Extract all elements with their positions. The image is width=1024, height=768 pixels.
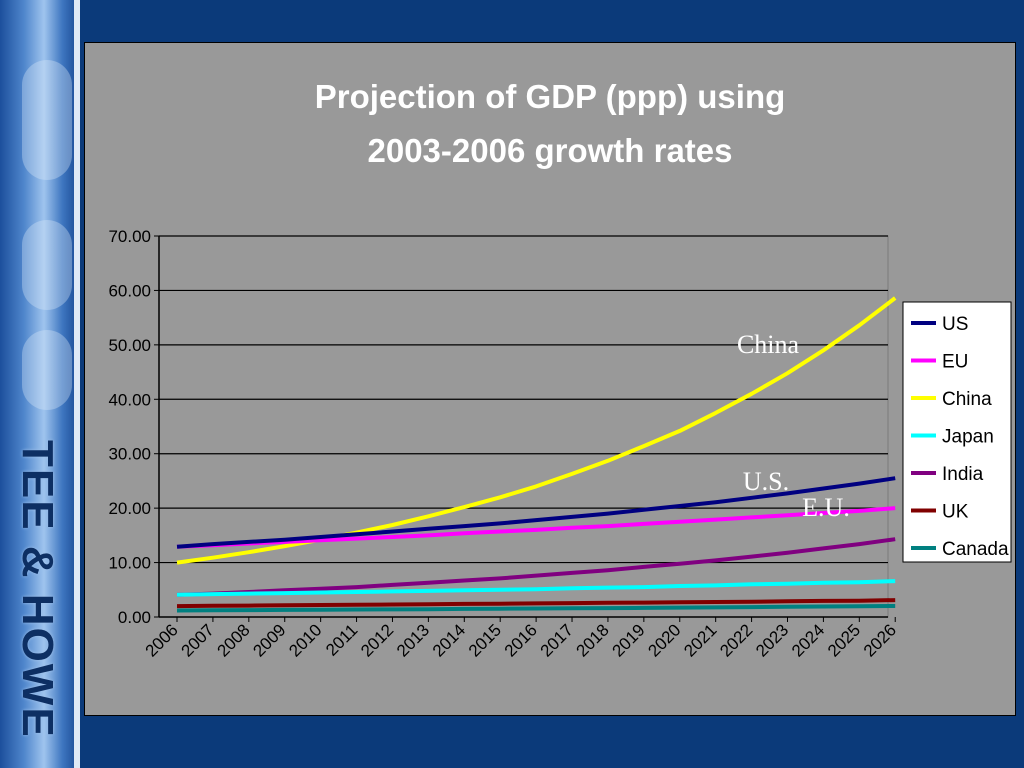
x-tick-label: 2025 bbox=[824, 620, 864, 660]
sidebar-edge bbox=[74, 0, 80, 768]
series-line-us bbox=[176, 476, 896, 549]
x-tick-label: 2020 bbox=[644, 620, 684, 660]
legend-label-uk: UK bbox=[942, 502, 969, 523]
x-tick-label: 2022 bbox=[716, 620, 756, 660]
annotation-eu: E.U. bbox=[802, 493, 850, 522]
annotation-us: U.S. bbox=[743, 467, 789, 496]
legend-label-japan: Japan bbox=[942, 427, 994, 448]
x-tick-label: 2017 bbox=[537, 620, 577, 660]
y-tick-label: 50.00 bbox=[108, 336, 151, 355]
x-tick-label: 2018 bbox=[573, 620, 613, 660]
x-tick-label: 2014 bbox=[429, 620, 469, 660]
x-tick-label: 2010 bbox=[285, 620, 325, 660]
plot-area bbox=[158, 235, 889, 618]
annotation-china: China bbox=[737, 330, 800, 359]
series-line-china bbox=[176, 296, 897, 565]
sidebar-banner: TEE & HOWE bbox=[0, 0, 80, 768]
legend-label-canada: Canada bbox=[942, 539, 1009, 560]
series-line-eu bbox=[176, 506, 896, 549]
y-tick-label: 60.00 bbox=[108, 281, 151, 300]
x-tick-label: 2011 bbox=[322, 620, 361, 659]
chart-legend: US EU China Japan India UK Canada bbox=[902, 301, 1012, 563]
y-tick-label: 10.00 bbox=[108, 554, 151, 573]
legend-label-eu: EU bbox=[942, 352, 968, 373]
x-tick-label: 2026 bbox=[860, 620, 900, 660]
x-tick-label: 2008 bbox=[213, 620, 253, 660]
x-tick-label: 2019 bbox=[608, 620, 648, 660]
x-tick-label: 2007 bbox=[178, 620, 218, 660]
x-tick-label: 2016 bbox=[501, 620, 541, 660]
legend-label-india: India bbox=[942, 464, 984, 485]
y-tick-label: 70.00 bbox=[108, 227, 151, 246]
chart-title-line-2: 2003-2006 growth rates bbox=[367, 132, 732, 169]
series-line-india bbox=[176, 537, 896, 597]
series-line-japan bbox=[176, 579, 896, 597]
legend-label-china: China bbox=[942, 389, 992, 410]
y-tick-label: 20.00 bbox=[108, 499, 151, 518]
y-tick-label: 0.00 bbox=[118, 608, 151, 627]
brand-logo-text: TEE & HOWE bbox=[13, 440, 62, 739]
chart-title-line-1: Projection of GDP (ppp) using bbox=[315, 78, 786, 115]
x-tick-label: 2021 bbox=[680, 620, 720, 660]
y-tick-label: 30.00 bbox=[108, 445, 151, 464]
x-tick-label: 2015 bbox=[465, 620, 505, 660]
legend-label-us: US bbox=[942, 314, 968, 335]
x-tick-label: 2023 bbox=[752, 620, 792, 660]
x-tick-label: 2013 bbox=[393, 620, 433, 660]
series-line-canada bbox=[176, 604, 896, 613]
series-line-uk bbox=[176, 598, 896, 609]
x-tick-label: 2024 bbox=[788, 620, 828, 660]
y-tick-label: 40.00 bbox=[108, 390, 151, 409]
x-tick-label: 2012 bbox=[357, 620, 397, 660]
x-tick-label: 2009 bbox=[249, 620, 289, 660]
legend-box bbox=[902, 301, 1012, 563]
